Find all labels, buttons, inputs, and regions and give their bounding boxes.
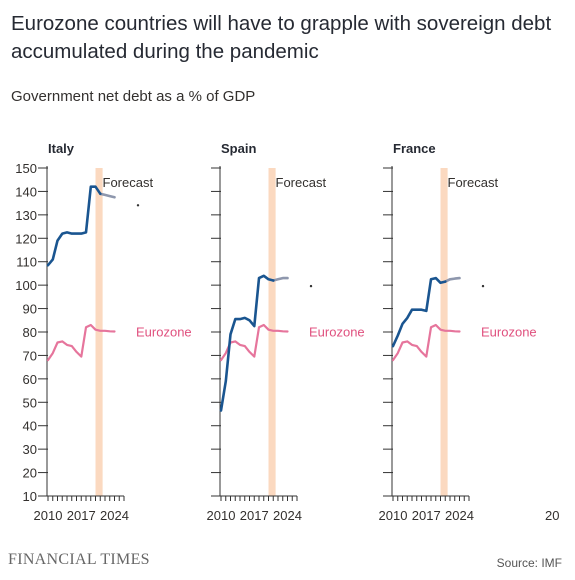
y-tick-label: 120 [15, 231, 37, 246]
panel-title-spain: Spain [221, 141, 256, 156]
y-tick-label: 10 [23, 489, 37, 504]
x-tick-label: 2017 [67, 508, 96, 523]
eurozone-line [46, 323, 116, 362]
eurozone-label: Eurozone [309, 324, 365, 339]
forecast-label: Forecast [276, 175, 327, 190]
x-tick-label: 2010 [379, 508, 408, 523]
series-end-dot [136, 204, 140, 207]
forecast-band [440, 168, 448, 496]
y-tick-label: 110 [16, 255, 37, 270]
y-tick-label: 80 [23, 325, 37, 340]
x-tick-label: 2017 [240, 508, 269, 523]
eurozone-label: Eurozone [481, 324, 537, 339]
y-tick-label: 60 [23, 372, 37, 387]
country-forecast-line-italy [99, 192, 116, 199]
country-forecast-line-spain [271, 276, 289, 282]
x-tick-label: 2010 [34, 508, 63, 523]
y-tick-label: 40 [23, 419, 37, 434]
x-tick-label: 2024 [445, 508, 474, 523]
eurozone-line [391, 323, 461, 362]
y-tick-label: 90 [23, 302, 37, 317]
y-tick-label: 100 [15, 278, 37, 293]
country-line-italy [46, 185, 102, 267]
panel-title-france: France [393, 141, 436, 156]
series-end-dot [309, 284, 313, 288]
y-tick-label: 20 [23, 466, 37, 481]
chart-title: Eurozone countries will have to grapple … [11, 12, 552, 63]
y-tick-label: 150 [15, 161, 37, 176]
country-forecast-line-france [443, 276, 461, 283]
chart-subtitle: Government net debt as a % of GDP [11, 88, 256, 105]
y-tick-label: 130 [15, 208, 37, 223]
x-tick-label: 2010 [207, 508, 236, 523]
y-tick-label: 50 [23, 395, 37, 410]
x-tick-label: 2024 [100, 508, 129, 523]
series-end-dot [481, 284, 485, 288]
country-line-spain [219, 274, 275, 412]
forecast-label: Forecast [103, 175, 154, 190]
y-tick-label: 30 [23, 442, 37, 457]
ft-logo: FINANCIAL TIMES [8, 551, 150, 568]
trailing-tick-label: 20 [545, 508, 559, 523]
eurozone-label: Eurozone [136, 324, 192, 339]
y-tick-label: 140 [15, 184, 37, 199]
x-tick-label: 2017 [412, 508, 441, 523]
forecast-label: Forecast [448, 175, 499, 190]
panel-title-italy: Italy [48, 141, 75, 156]
y-tick-label: 70 [23, 348, 37, 363]
eurozone-line [219, 323, 289, 362]
country-line-france [391, 276, 447, 348]
forecast-band [95, 168, 103, 496]
x-tick-label: 2024 [273, 508, 302, 523]
forecast-band [268, 168, 276, 496]
source-note: Source: IMF [496, 556, 562, 570]
